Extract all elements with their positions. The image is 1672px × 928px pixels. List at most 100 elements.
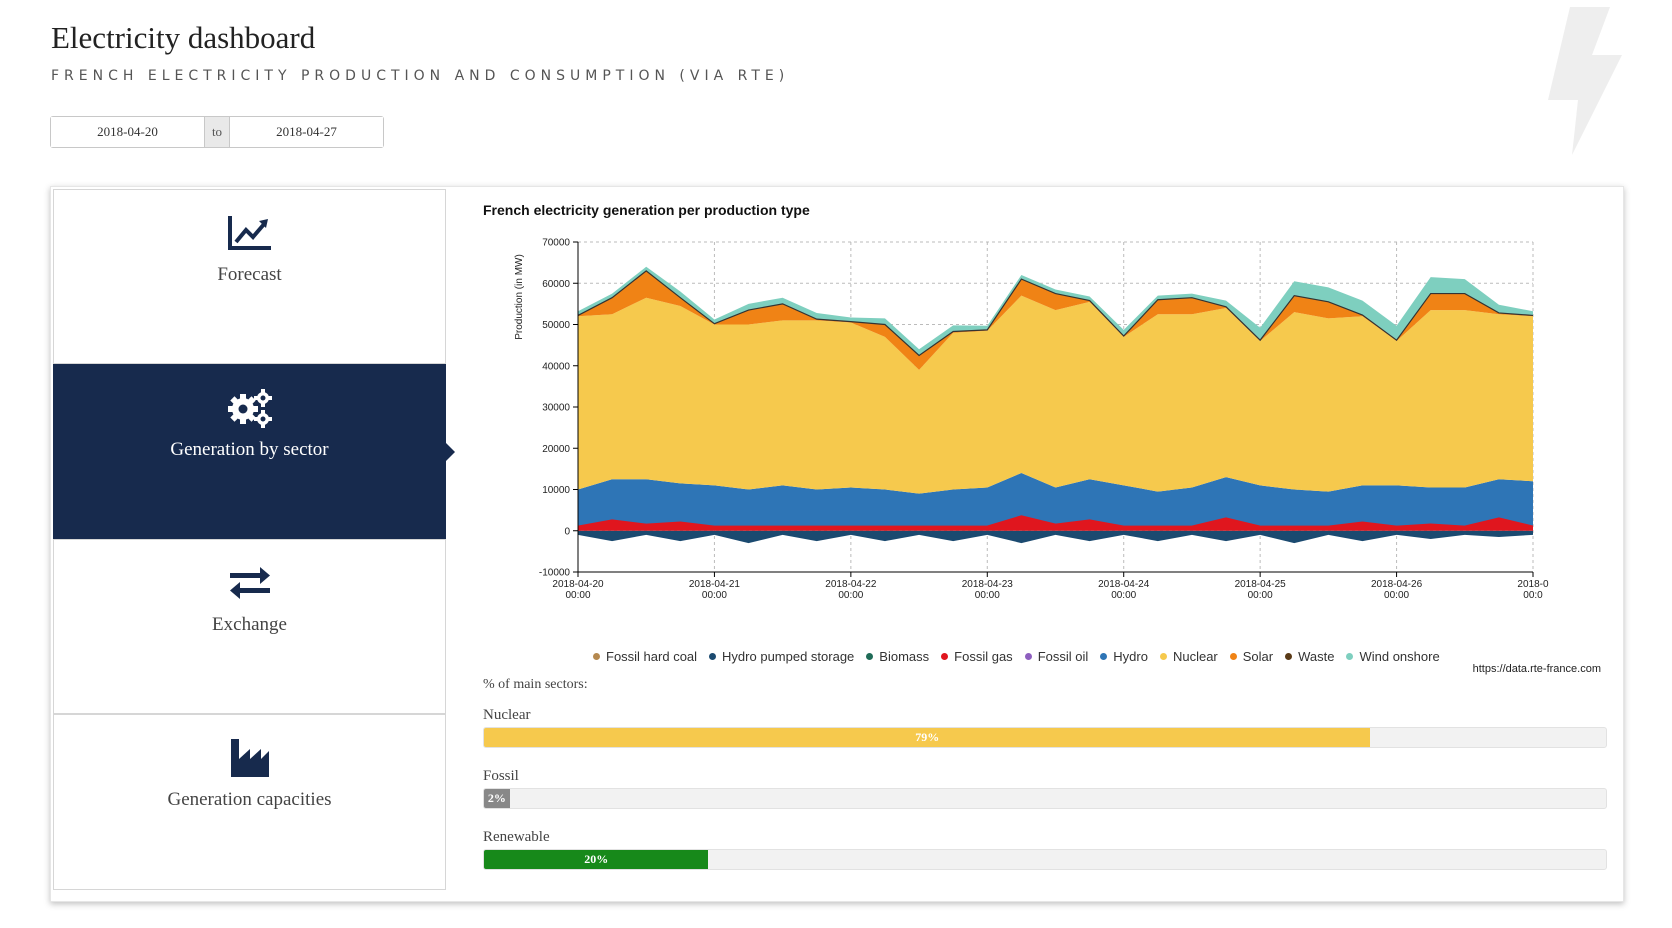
sector-label: Fossil [483,768,519,784]
progress-fill: 2% [484,789,510,808]
y-tick-label: 40000 [542,361,570,372]
progress-fill: 20% [484,850,709,869]
nav-item-exchange[interactable]: Exchange [53,539,446,714]
chart-legend: Fossil hard coal Hydro pumped storage Biom… [593,649,1440,664]
legend-item[interactable]: Fossil oil [1024,649,1089,664]
y-tick-label: 30000 [542,403,570,414]
legend-item[interactable]: Waste [1285,649,1334,664]
exchange-arrows-icon [226,562,274,604]
x-tick-label: 2018-04-26 [1371,579,1423,590]
legend-label: Wind onshore [1359,649,1440,664]
y-tick-label: 70000 [542,238,570,249]
dashboard-panel: Forecast [50,186,1624,902]
page-title: Electricity dashboard [51,20,316,55]
y-tick-label: 0 [564,526,570,537]
legend-label: Fossil gas [954,649,1013,664]
sector-nuclear: Nuclear 79% [483,707,1607,748]
start-date-input[interactable] [51,117,204,147]
y-axis-label: Production (in MW) [514,254,525,340]
date-range-picker: to [50,116,384,148]
line-chart-icon [226,212,274,254]
x-tick-label-time: 00:00 [975,590,1000,601]
x-tick-label-time: 00:00 [1248,590,1273,601]
legend-dot [1024,653,1032,660]
sector-fossil: Fossil 2% [483,768,1607,809]
legend-label: Nuclear [1172,649,1218,664]
chart-title: French electricity generation per produc… [483,202,810,218]
sector-label: Renewable [483,829,550,845]
chart-content: French electricity generation per produc… [483,187,1613,897]
legend-dot [1100,653,1108,660]
legend-item[interactable]: Fossil hard coal [593,649,697,664]
y-tick-label: -10000 [539,568,571,579]
legend-dot [941,653,949,660]
lightning-bolt-icon [1548,7,1622,155]
x-tick-label-time: 00:00 [702,590,727,601]
y-tick-label: 20000 [542,444,570,455]
date-range-separator: to [204,117,230,147]
legend-item[interactable]: Nuclear [1159,649,1218,664]
legend-label: Fossil oil [1037,649,1089,664]
legend-dot [1285,653,1293,660]
x-tick-label: 2018-04-23 [962,579,1014,590]
legend-dot [866,653,874,660]
area-wind-onshore [578,266,1533,356]
legend-label: Biomass [879,649,930,664]
nav-item-generation-capacities[interactable]: Generation capacities [53,714,446,890]
y-tick-label: 10000 [542,485,570,496]
sector-label: Nuclear [483,707,531,723]
sidebar-nav: Forecast [53,189,455,895]
x-tick-label: 2018-04-22 [825,579,877,590]
legend-dot [1159,653,1167,660]
legend-item[interactable]: Hydro pumped storage [709,649,854,664]
legend-item[interactable]: Biomass [866,649,929,664]
legend-label: Hydro [1113,649,1148,664]
x-tick-label-time: 00:00 [1111,590,1136,601]
nav-item-generation-by-sector[interactable]: Generation by sector [53,364,455,539]
x-tick-label: 2018-04-21 [689,579,741,590]
chart-source: https://data.rte-france.com [1472,663,1601,675]
nav-label-generation-by-sector: Generation by sector [170,439,329,460]
generation-area-chart: -10000 0 10000 20000 30000 40000 50000 60000 700… [514,238,1549,602]
legend-label: Fossil hard coal [606,649,698,664]
line-total-outline [577,270,1534,357]
sectors-title: % of main sectors: [483,677,588,692]
x-tick-label-time: 00:00 [565,590,590,601]
x-tick-label: 2018-0 [1517,579,1549,590]
line-fossil-gas [577,515,1534,528]
progress-track: 20% [483,849,1607,870]
legend-dot [1346,653,1354,660]
y-tick-label: 50000 [542,320,570,331]
nav-item-forecast[interactable]: Forecast [53,189,446,364]
legend-dot [709,653,717,660]
legend-item[interactable]: Wind onshore [1346,649,1440,664]
x-tick-label: 2018-04-24 [1098,579,1150,590]
progress-fill: 79% [484,728,1371,747]
factory-icon [226,737,274,779]
legend-label: Solar [1242,649,1274,664]
area-hydro [578,473,1533,527]
legend-item[interactable]: Fossil gas [941,649,1013,664]
legend-label: Hydro pumped storage [722,649,855,664]
progress-track: 79% [483,727,1607,748]
y-tick-label: 60000 [542,279,570,290]
area-nuclear [578,295,1533,494]
nav-label-forecast: Forecast [217,264,282,285]
page-subtitle: FRENCH ELECTRICITY PRODUCTION AND CONSUM… [51,68,790,84]
legend-dot [1229,653,1237,660]
progress-track: 2% [483,788,1607,809]
x-tick-label-time: 00:0 [1523,590,1543,601]
x-tick-label-time: 00:00 [838,590,863,601]
area-hydro-pumped-storage [578,530,1533,544]
sector-renewable: Renewable 20% [483,829,1607,870]
x-tick-label-time: 00:00 [1384,590,1409,601]
end-date-input[interactable] [230,117,383,147]
nav-label-generation-capacities: Generation capacities [167,789,332,810]
legend-label: Waste [1298,649,1335,664]
legend-item[interactable]: Solar [1229,649,1274,664]
x-tick-label: 2018-04-25 [1235,579,1287,590]
nav-label-exchange: Exchange [212,614,287,635]
legend-item[interactable]: Hydro [1100,649,1148,664]
legend-dot [593,653,600,660]
x-tick-label: 2018-04-20 [552,579,604,590]
